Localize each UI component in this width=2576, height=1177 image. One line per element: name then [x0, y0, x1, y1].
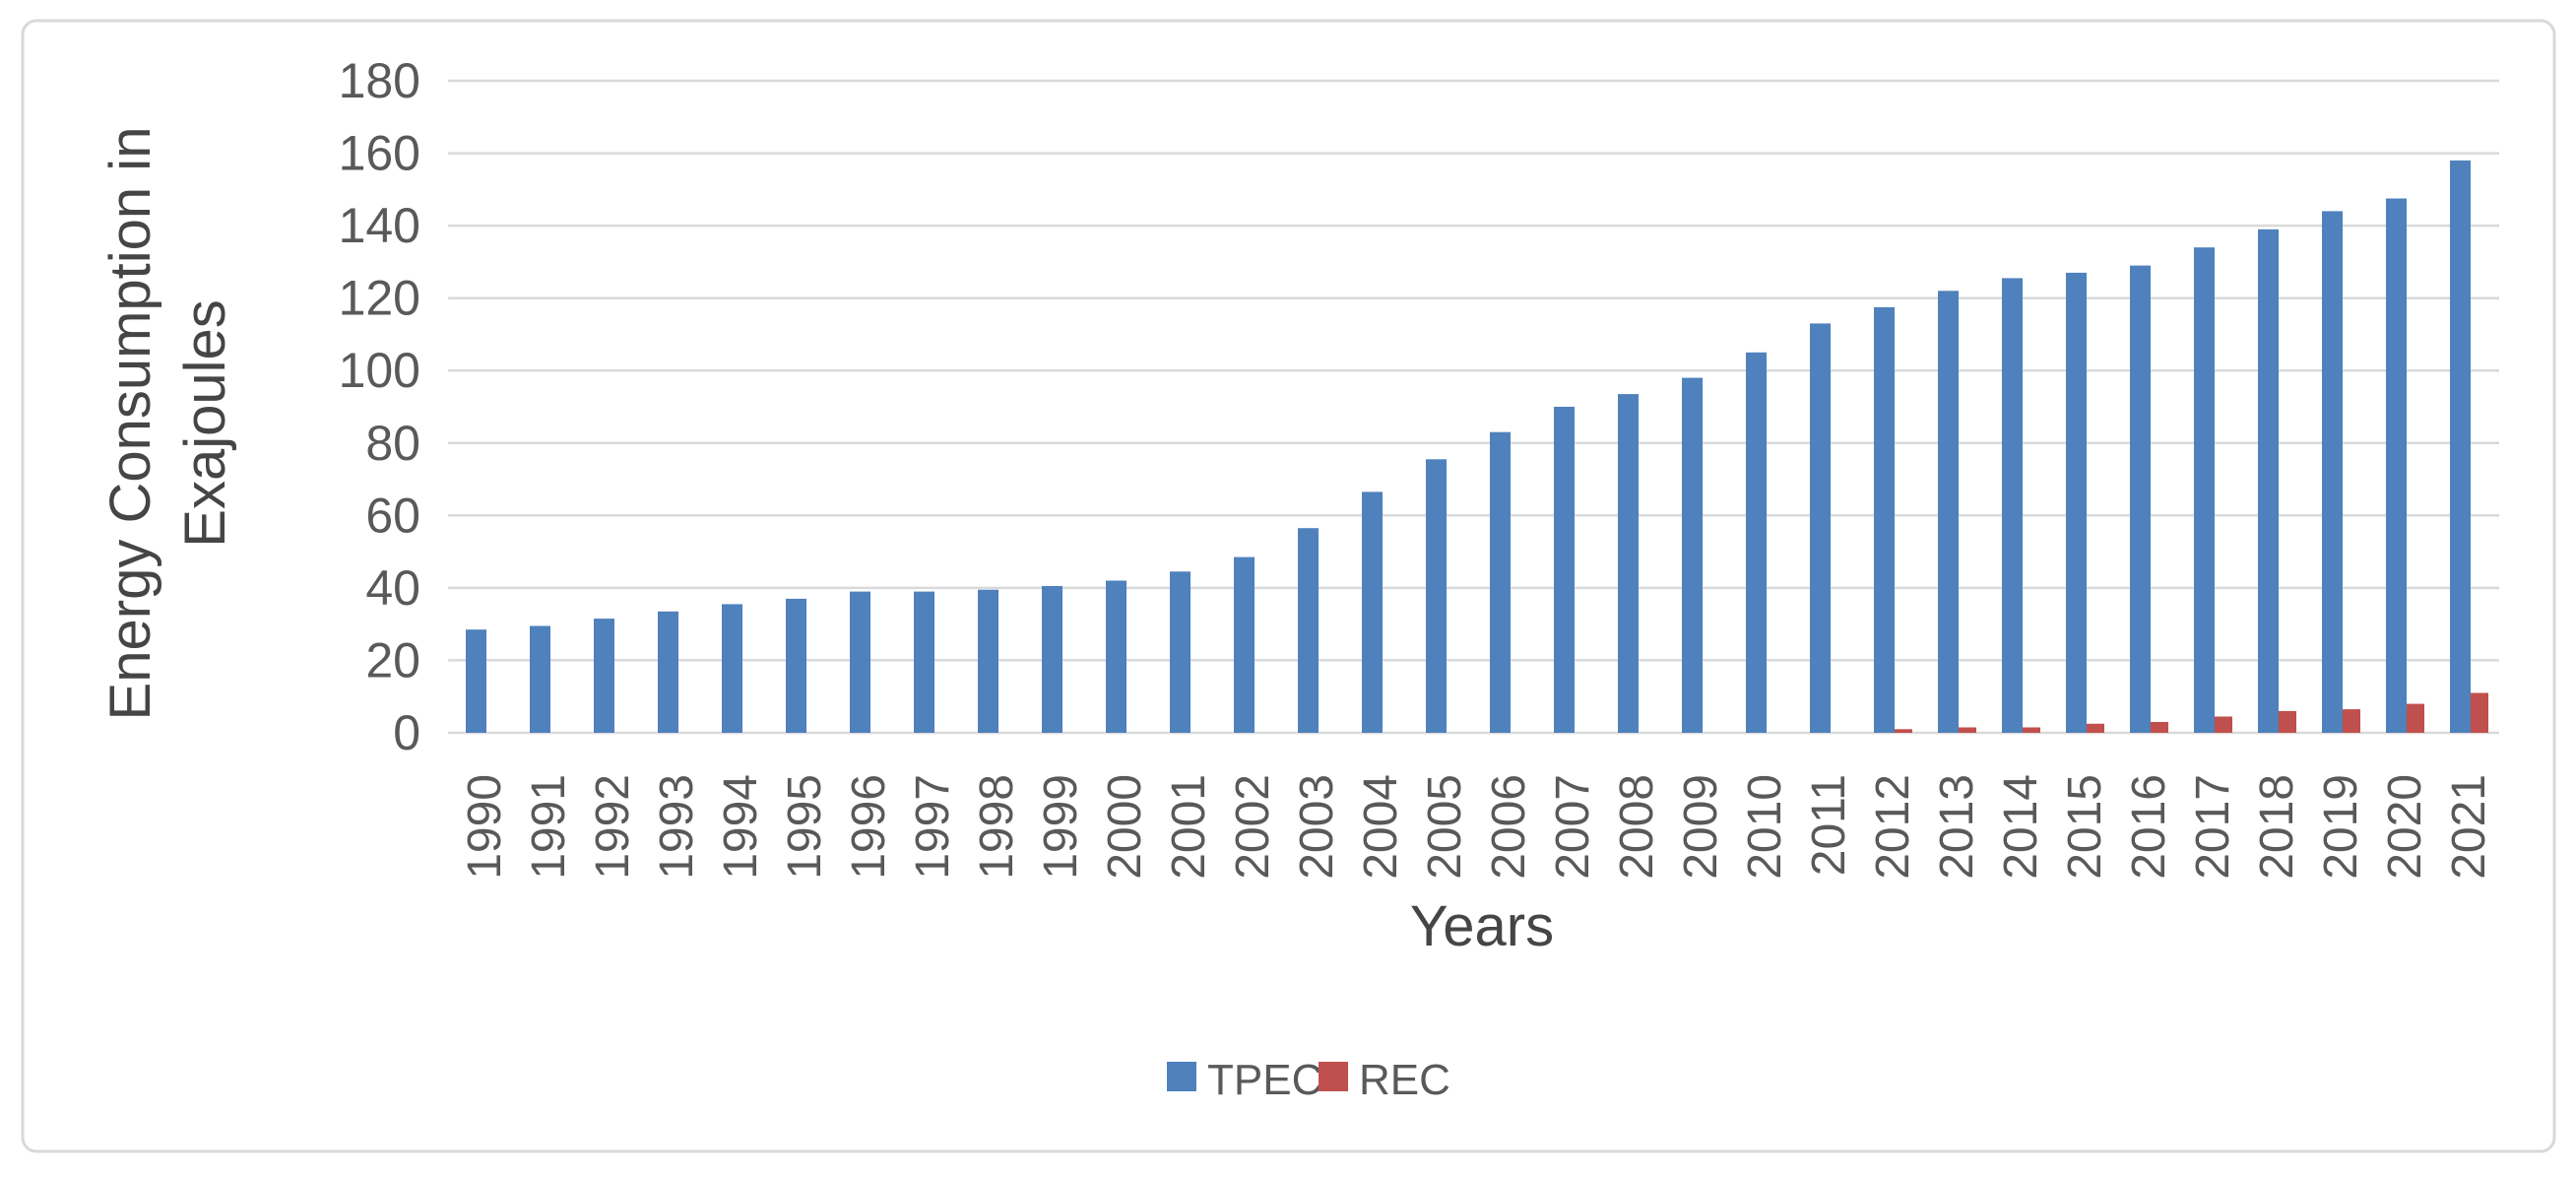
y-axis-title: Energy Consumption in Exajoules: [98, 127, 237, 721]
rec-bar-2014: [2023, 727, 2040, 733]
tpec-bar-1995: [786, 598, 806, 733]
x-tick-label-2015: 2015: [2059, 774, 2111, 880]
x-tick-label-2008: 2008: [1611, 774, 1663, 880]
x-tick-label-1994: 1994: [715, 774, 767, 880]
y-tick-label-40: 40: [365, 560, 420, 616]
x-tick-label-2014: 2014: [1995, 774, 2047, 880]
y-tick-label-140: 140: [339, 198, 420, 253]
tpec-bar-1998: [978, 589, 998, 733]
x-tick-label-2000: 2000: [1099, 774, 1151, 880]
tpec-bar-2013: [1938, 291, 1959, 733]
rec-bar-2015: [2087, 723, 2104, 733]
tpec-bar-2011: [1810, 323, 1831, 733]
tpec-bar-1990: [466, 629, 486, 733]
x-tick-label-2018: 2018: [2251, 774, 2303, 880]
x-tick-label-2002: 2002: [1227, 774, 1279, 880]
x-tick-label-1995: 1995: [779, 774, 831, 880]
legend-label-rec: REC: [1359, 1056, 1450, 1104]
tpec-bar-2006: [1490, 431, 1511, 733]
x-tick-label-1993: 1993: [651, 774, 703, 880]
x-tick-label-2011: 2011: [1803, 774, 1855, 876]
legend: TPEC REC: [1167, 1056, 1450, 1104]
legend-label-tpec: TPEC: [1207, 1056, 1322, 1104]
x-tick-label-2003: 2003: [1291, 774, 1343, 880]
tpec-bar-2012: [1874, 306, 1895, 733]
y-tick-label-20: 20: [365, 632, 420, 687]
tpec-bar-1994: [722, 604, 742, 733]
y-axis-title-line-1: Energy Consumption in: [98, 127, 162, 721]
x-tick-label-2001: 2001: [1163, 774, 1215, 880]
tpec-bar-2009: [1682, 377, 1703, 733]
y-axis-title-line-2: Exajoules: [173, 299, 237, 547]
x-tick-label-2019: 2019: [2315, 774, 2367, 880]
tpec-bar-1992: [594, 619, 614, 733]
tpec-bar-2002: [1234, 556, 1255, 733]
x-tick-label-2017: 2017: [2187, 774, 2239, 880]
x-tick-label-2007: 2007: [1547, 774, 1599, 880]
y-tick-label-100: 100: [339, 343, 420, 398]
tpec-bar-2019: [2322, 211, 2343, 733]
tpec-bar-2017: [2194, 247, 2215, 733]
tpec-bar-2004: [1362, 491, 1383, 733]
tpec-bar-2000: [1106, 580, 1127, 733]
x-tick-label-1991: 1991: [523, 774, 575, 880]
legend-swatch-rec: [1319, 1062, 1348, 1091]
tpec-bar-2007: [1554, 407, 1575, 733]
rec-bar-2017: [2215, 716, 2232, 733]
rec-bar-2013: [1959, 727, 1976, 733]
rec-bar-2016: [2151, 722, 2168, 733]
tpec-bar-1996: [850, 591, 870, 733]
x-tick-label-2010: 2010: [1739, 774, 1791, 880]
tpec-bar-2021: [2450, 160, 2471, 733]
tpec-bar-2020: [2386, 198, 2407, 733]
tpec-bar-2016: [2130, 265, 2151, 733]
tpec-bar-1993: [658, 611, 678, 733]
tpec-bar-2018: [2258, 229, 2279, 734]
rec-bar-2012: [1895, 729, 1912, 733]
x-tick-label-2012: 2012: [1867, 774, 1919, 880]
y-tick-label-0: 0: [393, 705, 420, 760]
tpec-bar-2001: [1170, 571, 1191, 733]
rec-bar-2019: [2343, 709, 2360, 733]
y-tick-label-160: 160: [339, 126, 420, 181]
tpec-bar-2003: [1298, 528, 1319, 733]
y-tick-label-180: 180: [339, 53, 420, 108]
x-tick-label-1996: 1996: [843, 774, 895, 880]
y-tick-label-60: 60: [365, 488, 420, 543]
tpec-bar-2015: [2066, 272, 2087, 733]
plot-area: 0 20 40 60 80 100 120 140 160 180 1990 1991 1992 1993…: [339, 53, 2499, 880]
x-tick-label-2006: 2006: [1483, 774, 1535, 880]
x-tick-label-2013: 2013: [1931, 774, 1983, 880]
x-tick-label-1997: 1997: [907, 774, 959, 880]
x-axis-title: Years: [1410, 894, 1554, 958]
x-tick-label-1990: 1990: [459, 774, 511, 880]
rec-bar-2020: [2407, 703, 2424, 733]
tpec-bar-1999: [1042, 586, 1063, 733]
rec-bar-2021: [2471, 692, 2488, 733]
x-tick-label-2004: 2004: [1355, 774, 1407, 880]
rec-bar-2018: [2279, 710, 2296, 733]
tpec-bar-1991: [530, 625, 550, 733]
tpec-bar-1997: [914, 591, 934, 733]
legend-swatch-tpec: [1167, 1062, 1196, 1091]
y-tick-label-80: 80: [365, 416, 420, 471]
x-tick-label-2021: 2021: [2443, 774, 2495, 880]
x-tick-label-2005: 2005: [1419, 774, 1471, 880]
x-tick-label-2020: 2020: [2379, 774, 2431, 880]
y-tick-label-120: 120: [339, 271, 420, 326]
tpec-bar-2005: [1426, 459, 1447, 733]
x-tick-label-1999: 1999: [1035, 774, 1087, 880]
chart-frame-border: [21, 19, 2556, 1153]
tpec-bar-2008: [1618, 394, 1639, 733]
x-tick-label-2009: 2009: [1675, 774, 1727, 880]
x-tick-label-1992: 1992: [587, 774, 639, 880]
tpec-bar-2014: [2002, 278, 2023, 733]
x-tick-label-1998: 1998: [971, 774, 1023, 880]
x-tick-label-2016: 2016: [2123, 774, 2175, 880]
tpec-bar-2010: [1746, 352, 1767, 733]
